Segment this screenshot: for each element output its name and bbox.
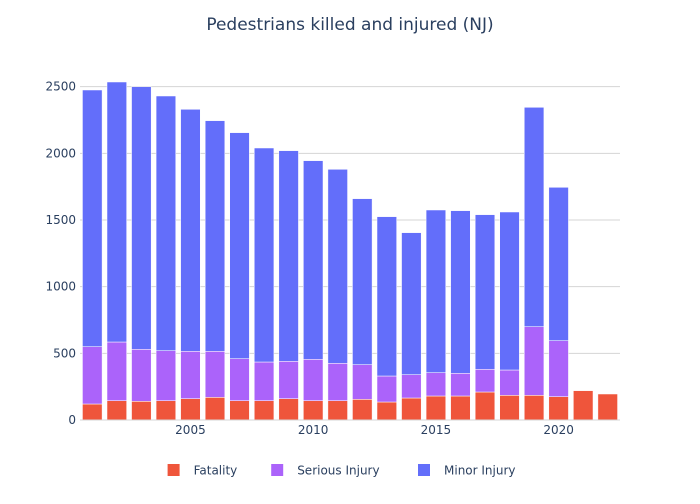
bar-minor-injury-2020 (548, 187, 569, 341)
bar-minor-injury-2010 (303, 160, 324, 360)
bar-minor-injury-2002 (106, 81, 127, 343)
bar-fatality-2015 (425, 395, 446, 421)
x-tick-label: 2005 (175, 423, 206, 437)
bar-fatality-2013 (376, 401, 397, 421)
legend-label: Serious Injury (297, 464, 379, 478)
bar-serious-injury-2007 (229, 358, 250, 401)
bar-serious-injury-2010 (303, 359, 324, 401)
legend-label: Fatality (194, 464, 238, 478)
x-tick-label: 2020 (543, 423, 574, 437)
bar-minor-injury-2015 (425, 209, 446, 373)
y-tick-label: 1000 (45, 280, 76, 294)
bar-serious-injury-2008 (254, 361, 275, 401)
bar-fatality-2011 (327, 400, 348, 421)
bar-serious-injury-2018 (499, 369, 520, 396)
bar-fatality-2021 (573, 390, 594, 421)
bar-fatality-2004 (155, 400, 176, 421)
bar-fatality-2022 (597, 393, 618, 421)
bar-minor-injury-2003 (131, 86, 152, 350)
legend-label: Minor Injury (444, 464, 516, 478)
bar-serious-injury-2014 (401, 374, 422, 399)
y-tick-label: 2500 (45, 80, 76, 94)
bar-fatality-2016 (450, 395, 471, 421)
bar-fatality-2003 (131, 401, 152, 421)
chart-title: Pedestrians killed and injured (NJ) (206, 15, 493, 35)
bar-serious-injury-2011 (327, 363, 348, 401)
bar-serious-injury-2017 (474, 369, 496, 393)
bar-fatality-2009 (278, 398, 299, 421)
bar-serious-injury-2005 (180, 351, 201, 399)
bar-serious-injury-2019 (524, 326, 545, 396)
bar-serious-injury-2002 (106, 341, 127, 401)
x-tick-label: 2015 (421, 423, 452, 437)
bar-minor-injury-2008 (254, 147, 275, 363)
bar-minor-injury-2016 (450, 210, 471, 374)
bar-fatality-2010 (303, 400, 324, 421)
bar-fatality-2005 (180, 398, 201, 421)
legend-swatch-minor-injury (418, 464, 430, 476)
bar-fatality-2012 (352, 399, 373, 421)
bar-fatality-2019 (524, 395, 545, 421)
bar-minor-injury-2014 (401, 232, 422, 375)
bar-fatality-2007 (229, 400, 250, 421)
bar-fatality-2017 (474, 391, 496, 421)
bar-serious-injury-2004 (155, 350, 176, 401)
bar-fatality-2001 (82, 403, 103, 421)
bar-minor-injury-2017 (474, 214, 496, 370)
y-tick-label: 1500 (45, 213, 76, 227)
bar-serious-injury-2009 (278, 361, 299, 399)
bar-minor-injury-2004 (155, 95, 176, 351)
bar-serious-injury-2001 (82, 346, 103, 405)
legend: Fatality Serious Injury Minor Injury (167, 464, 516, 478)
bar-serious-injury-2013 (376, 375, 397, 403)
bar-serious-injury-2015 (425, 372, 446, 397)
bar-minor-injury-2012 (352, 198, 373, 365)
bar-minor-injury-2005 (180, 109, 201, 352)
legend-swatch-fatality (167, 464, 180, 476)
bar-minor-injury-2007 (229, 132, 250, 359)
y-tick-label: 0 (68, 413, 76, 427)
bar-fatality-2020 (548, 396, 569, 421)
bar-minor-injury-2011 (327, 169, 348, 364)
bar-fatality-2002 (106, 400, 127, 421)
bar-minor-injury-2006 (204, 120, 226, 352)
bar-minor-injury-2013 (376, 216, 397, 377)
y-tick-label: 500 (53, 346, 76, 360)
bar-serious-injury-2012 (352, 364, 373, 400)
bar-minor-injury-2009 (278, 150, 299, 362)
bar-serious-injury-2003 (131, 349, 152, 402)
x-tick-label: 2010 (298, 423, 329, 437)
axes-layer: 0 500 1000 1500 2000 2500 2005 2010 2015 2020 (45, 80, 620, 437)
bar-minor-injury-2019 (524, 107, 545, 327)
bar-fatality-2018 (499, 395, 520, 421)
bar-serious-injury-2016 (450, 373, 471, 397)
bar-fatality-2014 (401, 397, 422, 421)
bar-fatality-2006 (204, 397, 226, 421)
bar-minor-injury-2018 (499, 211, 520, 371)
legend-swatch-serious-injury (271, 464, 284, 476)
bars-layer (82, 81, 618, 421)
bar-minor-injury-2001 (82, 89, 103, 347)
y-tick-label: 2000 (45, 146, 76, 160)
bar-fatality-2008 (254, 400, 275, 421)
bar-serious-injury-2006 (204, 351, 226, 398)
bar-serious-injury-2020 (548, 340, 569, 397)
